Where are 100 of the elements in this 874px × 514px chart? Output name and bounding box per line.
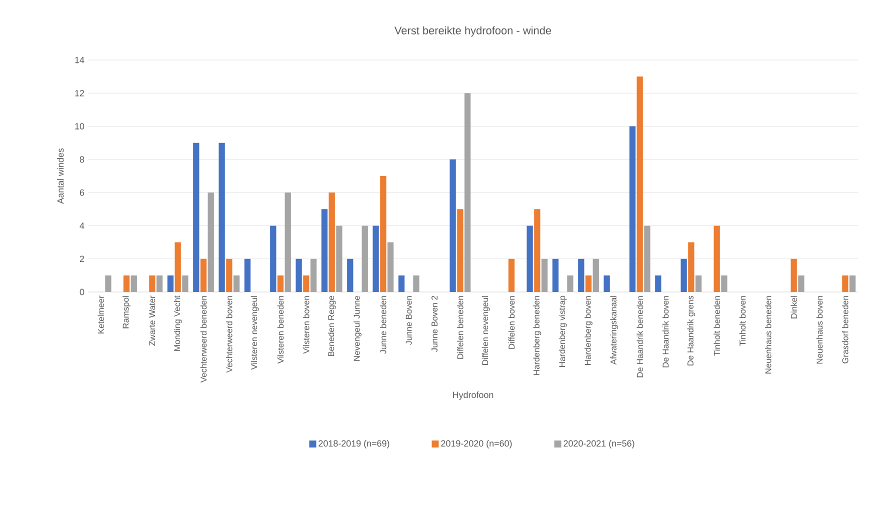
x-tick-label: Diffelen beneden <box>457 296 464 359</box>
bar <box>842 275 848 292</box>
bar <box>450 159 456 292</box>
bar <box>105 275 112 292</box>
x-tick-label: Hardenberg beneden <box>533 296 542 375</box>
bar <box>328 192 335 292</box>
x-tick-label: Tinholt boven <box>739 296 746 346</box>
x-tick-label: Diffelen boven <box>508 296 515 349</box>
x-tick-label: Hardenberg boven <box>584 296 592 365</box>
bar <box>604 275 610 292</box>
x-tick-label: De Haandrik boven <box>662 296 669 368</box>
bar <box>398 275 405 292</box>
x-tick-label: Vilsteren beneden <box>277 296 284 364</box>
bar <box>680 258 687 292</box>
bar <box>156 275 163 292</box>
bar <box>798 275 804 292</box>
bar <box>578 258 584 292</box>
bar <box>174 242 181 292</box>
x-tick-label: Hardenberg vistrap <box>558 296 567 367</box>
bar <box>552 258 559 292</box>
bar <box>413 275 420 292</box>
bar <box>508 258 515 292</box>
bar <box>541 258 548 292</box>
bar <box>380 176 386 292</box>
bar <box>182 275 188 292</box>
x-tick-label: Vechterweerd beneden <box>200 296 207 383</box>
bar <box>585 275 592 292</box>
bar <box>130 275 137 292</box>
bar <box>284 192 291 292</box>
bar <box>849 275 856 292</box>
bar <box>270 226 276 292</box>
bar <box>721 275 728 292</box>
bar <box>167 275 174 292</box>
bar <box>534 209 540 292</box>
legend-label: 2020-2021 (n=56) <box>564 440 634 448</box>
y-axis-title: Aantal windes <box>57 148 64 204</box>
x-tick-label: Nevengeul Junne <box>354 296 362 361</box>
bar <box>321 209 328 292</box>
bar <box>387 242 394 292</box>
x-tick-label: Afwateringskanaal <box>610 296 618 365</box>
bar <box>233 275 240 292</box>
bar <box>714 226 720 292</box>
bar <box>636 76 643 292</box>
x-tick-label: Junne beneden <box>380 296 386 354</box>
y-tick-label: 2 <box>80 256 84 262</box>
y-tick-label: 0 <box>80 288 84 296</box>
x-tick-label: Neuenhaus beneden <box>765 296 772 374</box>
x-tick-label: Ramspol <box>122 296 130 328</box>
x-tick-label: De Haandrik grens <box>687 296 696 366</box>
bar <box>372 226 379 292</box>
legend-label: 2019-2020 (n=60) <box>441 440 512 448</box>
x-tick-label: Vilsteren boven <box>303 296 310 354</box>
bar <box>208 192 214 292</box>
y-tick-label: 14 <box>75 56 84 64</box>
bar <box>790 258 797 292</box>
x-tick-label: Tinholt beneden <box>714 296 720 356</box>
x-tick-label: Junne Boven <box>406 296 412 345</box>
bar <box>567 275 574 292</box>
bar <box>464 93 471 292</box>
bar <box>226 258 232 292</box>
bar <box>218 142 225 292</box>
bar <box>296 258 302 292</box>
bar <box>688 242 694 292</box>
legend-label: 2018-2019 (n=69) <box>318 440 390 448</box>
bar <box>347 258 354 292</box>
y-tick-label: 10 <box>75 123 84 130</box>
bar <box>526 226 533 292</box>
x-tick-label: Diffelen nevengeul <box>482 296 490 365</box>
x-tick-label: Vilsteren nevengeul <box>250 296 259 370</box>
bar <box>457 209 464 292</box>
x-tick-label: Junne Boven 2 <box>432 296 438 352</box>
bar <box>695 275 702 292</box>
bar <box>629 126 636 292</box>
y-tick-label: 4 <box>80 222 84 229</box>
x-axis-title: Hydrofoon <box>453 391 494 400</box>
bar <box>336 226 342 292</box>
x-tick-label: De Haandrik beneden <box>636 296 643 378</box>
bar <box>644 226 650 292</box>
bar <box>123 275 130 292</box>
x-tick-label: Beneden Regge <box>328 296 336 356</box>
bar <box>362 226 368 292</box>
y-tick-label: 8 <box>80 156 84 163</box>
y-tick-label: 6 <box>80 189 84 196</box>
bar <box>592 258 599 292</box>
bar <box>200 258 207 292</box>
y-tick-label: 12 <box>75 90 84 96</box>
bar <box>193 142 200 292</box>
chart-title: Verst bereikte hydrofoon - winde <box>394 26 552 37</box>
x-tick-label: Grasdorf beneden <box>842 296 848 364</box>
x-tick-label: Neuenhaus boven <box>816 296 823 364</box>
bar <box>244 258 251 292</box>
bar <box>303 275 310 292</box>
bar <box>277 275 284 292</box>
x-tick-label: Ketelmeer <box>98 296 104 334</box>
x-tick-label: Zwarte Water <box>149 296 156 346</box>
bar <box>149 275 156 292</box>
x-tick-label: Vechterweerd boven <box>226 296 232 373</box>
bar <box>655 275 662 292</box>
x-tick-label: Dinkel <box>790 296 797 318</box>
bar <box>310 258 317 292</box>
